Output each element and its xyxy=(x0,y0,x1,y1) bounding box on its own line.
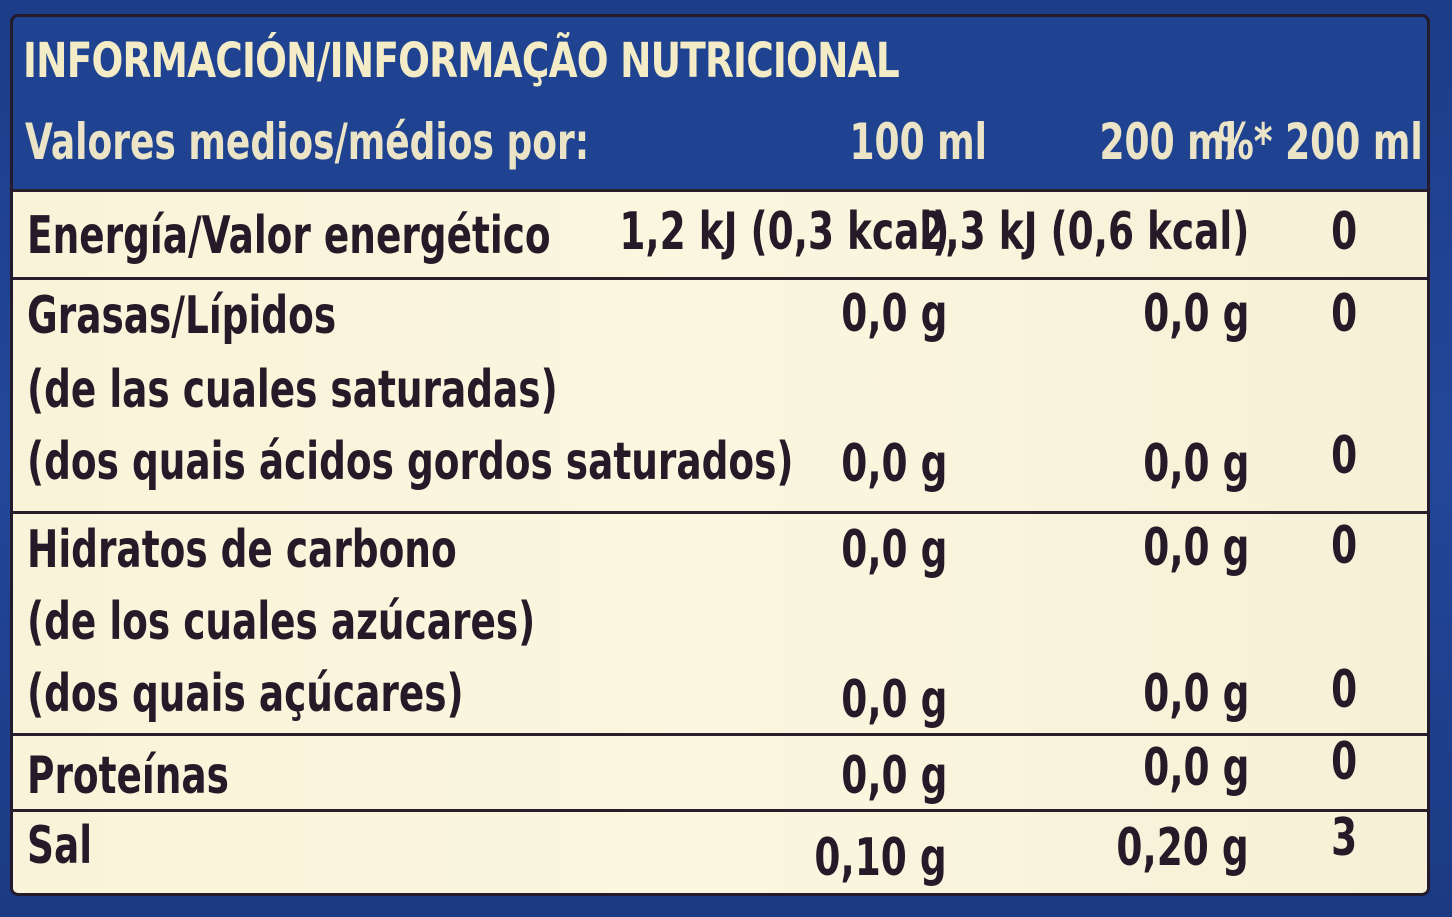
value-pct: 3 xyxy=(1330,808,1357,868)
value-pct: 0 xyxy=(1330,660,1357,720)
value-pct: 0 xyxy=(1330,426,1357,486)
value-200ml: 0,0 g xyxy=(1142,434,1249,494)
nutrient-name: Energía/Valor energético xyxy=(27,206,551,266)
nutrient-name: Sal xyxy=(27,816,93,876)
value-100ml: 0,10 g xyxy=(814,828,947,888)
nutrient-name: Grasas/Lípidos xyxy=(27,286,337,346)
value-100ml: 0,0 g xyxy=(840,670,947,730)
label-title: INFORMACIÓN/INFORMAÇÃO NUTRICIONAL xyxy=(23,33,900,89)
table-row-energy: Energía/Valor energético 1,2 kJ (0,3 kca… xyxy=(13,189,1427,277)
column-header-pct-200ml: %* 200 ml xyxy=(1218,113,1423,171)
value-200ml: 0,0 g xyxy=(1142,284,1249,344)
label-header: INFORMACIÓN/INFORMAÇÃO NUTRICIONAL Valor… xyxy=(13,17,1427,189)
nutrient-subname: (dos quais ácidos gordos saturados) xyxy=(27,432,794,492)
value-200ml: 0,0 g xyxy=(1142,518,1249,578)
column-header-label: Valores medios/médios por: xyxy=(25,113,590,171)
nutrition-table: Energía/Valor energético 1,2 kJ (0,3 kca… xyxy=(13,189,1427,893)
nutrient-subname: (de los cuales azúcares) xyxy=(27,592,536,652)
nutrient-name: Hidratos de carbono xyxy=(27,520,457,580)
table-row-carbohydrates: Hidratos de carbono 0,0 g 0,0 g 0 (de lo… xyxy=(13,511,1427,733)
value-100ml: 1,2 kJ (0,3 kcal) xyxy=(619,202,949,262)
value-pct: 0 xyxy=(1330,202,1357,262)
nutrient-name: Proteínas xyxy=(27,746,229,806)
value-pct: 0 xyxy=(1330,284,1357,344)
nutrient-subname: (dos quais açúcares) xyxy=(27,664,464,724)
column-header-100ml: 100 ml xyxy=(849,113,987,171)
table-row-salt: Sal 0,10 g 0,20 g 3 xyxy=(13,808,1427,893)
value-200ml: 0,20 g xyxy=(1116,818,1249,878)
value-100ml: 0,0 g xyxy=(840,746,947,806)
value-pct: 0 xyxy=(1330,732,1357,792)
table-row-fats: Grasas/Lípidos 0,0 g 0,0 g 0 (de las cua… xyxy=(13,277,1427,511)
value-200ml: 0,0 g xyxy=(1142,664,1249,724)
nutrient-subname: (de las cuales saturadas) xyxy=(27,360,558,420)
nutrition-label: INFORMACIÓN/INFORMAÇÃO NUTRICIONAL Valor… xyxy=(10,14,1430,896)
value-100ml: 0,0 g xyxy=(840,284,947,344)
value-pct: 0 xyxy=(1330,516,1357,576)
value-200ml: 0,0 g xyxy=(1142,738,1249,798)
column-header-200ml: 200 ml xyxy=(1099,113,1237,171)
value-100ml: 0,0 g xyxy=(840,434,947,494)
value-100ml: 0,0 g xyxy=(840,520,947,580)
table-row-protein: Proteínas 0,0 g 0,0 g 0 xyxy=(13,733,1427,809)
value-200ml: 2,3 kJ (0,6 kcal) xyxy=(919,202,1249,262)
